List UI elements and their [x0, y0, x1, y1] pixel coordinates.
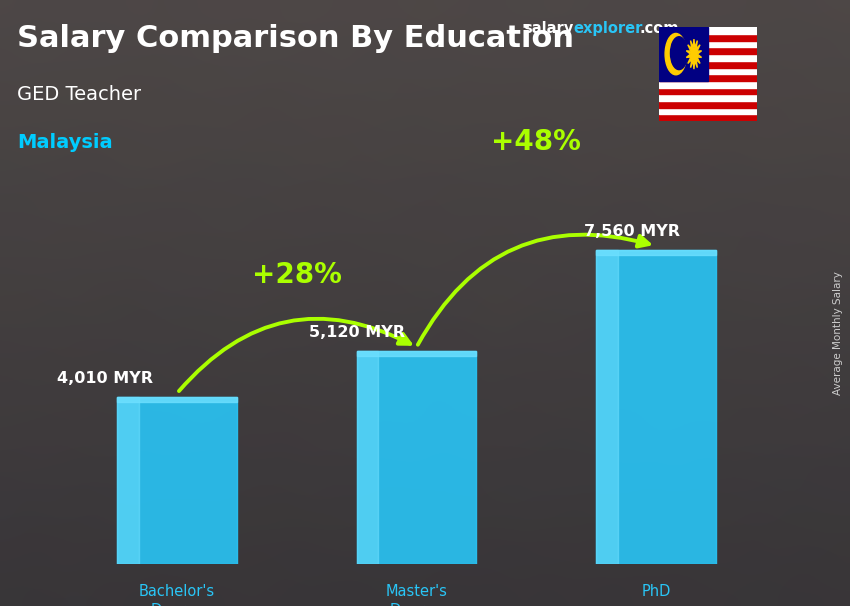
- Bar: [659, 27, 756, 34]
- Bar: [357, 351, 378, 564]
- Bar: [659, 108, 756, 115]
- Text: 5,120 MYR: 5,120 MYR: [309, 325, 405, 340]
- Text: .com: .com: [639, 21, 678, 36]
- Text: explorer: explorer: [574, 21, 643, 36]
- Text: GED Teacher: GED Teacher: [17, 85, 141, 104]
- Bar: [357, 351, 476, 356]
- Circle shape: [665, 33, 687, 75]
- Text: Average Monthly Salary: Average Monthly Salary: [833, 271, 843, 395]
- Bar: [596, 250, 618, 564]
- Bar: [659, 115, 756, 121]
- Bar: [659, 54, 756, 61]
- Text: PhD: PhD: [641, 584, 671, 599]
- Polygon shape: [686, 39, 701, 69]
- Bar: [659, 41, 756, 47]
- Bar: [659, 88, 756, 95]
- Bar: [659, 101, 756, 108]
- Bar: [659, 95, 756, 101]
- Bar: [659, 61, 756, 67]
- Text: +28%: +28%: [252, 261, 342, 289]
- Bar: [117, 398, 237, 564]
- Bar: [596, 250, 716, 564]
- Text: Salary Comparison By Education: Salary Comparison By Education: [17, 24, 574, 53]
- Text: 7,560 MYR: 7,560 MYR: [584, 224, 680, 239]
- Bar: [659, 81, 756, 88]
- Bar: [659, 34, 756, 41]
- Bar: [659, 27, 707, 81]
- Text: 4,010 MYR: 4,010 MYR: [57, 371, 153, 385]
- Bar: [659, 47, 756, 54]
- Bar: [659, 75, 756, 81]
- Bar: [117, 398, 139, 564]
- Text: Malaysia: Malaysia: [17, 133, 112, 152]
- Bar: [659, 67, 756, 75]
- Circle shape: [671, 37, 688, 70]
- Text: Master's
Degree: Master's Degree: [386, 584, 447, 606]
- Bar: [596, 250, 716, 255]
- Text: Bachelor's
Degree: Bachelor's Degree: [139, 584, 215, 606]
- Text: salary: salary: [523, 21, 573, 36]
- Bar: [357, 351, 476, 564]
- Bar: [117, 398, 237, 402]
- Text: +48%: +48%: [491, 127, 581, 156]
